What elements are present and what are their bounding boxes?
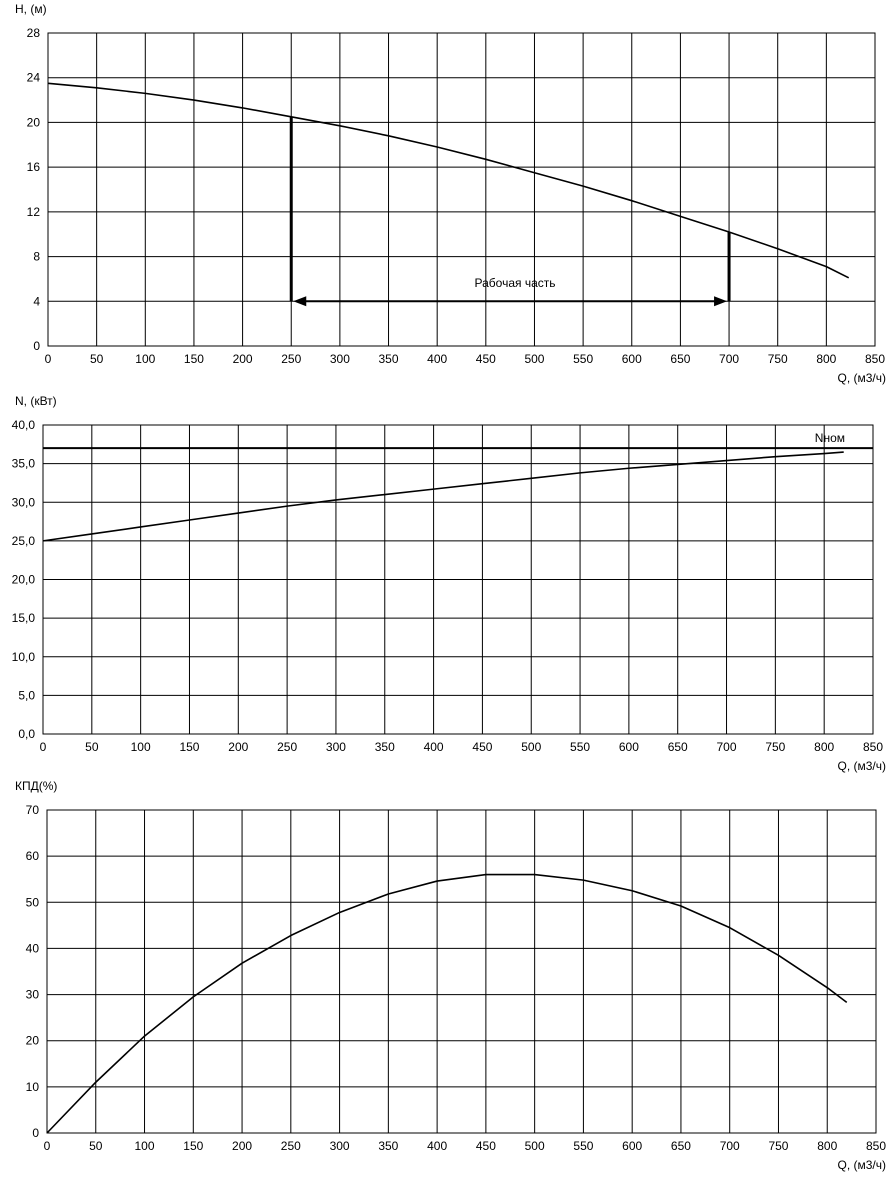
head-chart-range-arrow-head-right — [714, 296, 728, 307]
head-chart-xtick-label: 550 — [573, 352, 593, 366]
efficiency-chart-xtick-label: 400 — [427, 1139, 447, 1153]
head-chart-range-arrow-head-left — [293, 296, 307, 307]
head-chart-xtick-label: 450 — [476, 352, 496, 366]
efficiency-chart-xtick-label: 100 — [135, 1139, 155, 1153]
head-chart-xtick-label: 850 — [865, 352, 885, 366]
power-chart-xtick-label: 400 — [424, 740, 444, 754]
head-chart-ytick-label: 24 — [27, 71, 41, 85]
head-chart-xtick-label: 0 — [45, 352, 52, 366]
power-chart-plot-frame — [42, 424, 874, 735]
efficiency-chart-series-line — [46, 873, 848, 1134]
power-chart-series-line — [42, 451, 844, 542]
power-chart-xtick-label: 750 — [765, 740, 785, 754]
power-chart-xtick-label: 0 — [40, 740, 47, 754]
efficiency-chart-xtick-label: 50 — [89, 1139, 103, 1153]
efficiency-chart-xtick-label: 350 — [378, 1139, 398, 1153]
efficiency-chart-xtick-label: 600 — [622, 1139, 642, 1153]
head-chart-xtick-label: 50 — [90, 352, 104, 366]
efficiency-chart-x-axis-label: Q, (м3/ч) — [837, 1158, 886, 1172]
power-chart-xtick-label: 650 — [668, 740, 688, 754]
power-chart-ytick-label: 5,0 — [18, 688, 35, 702]
efficiency-chart-xtick-label: 0 — [44, 1139, 51, 1153]
efficiency-chart-xtick-label: 200 — [232, 1139, 252, 1153]
head-chart-ytick-label: 0 — [33, 339, 40, 353]
efficiency-chart-xtick-label: 800 — [817, 1139, 837, 1153]
efficiency-chart-xtick-label: 500 — [525, 1139, 545, 1153]
head-chart-xtick-label: 100 — [135, 352, 155, 366]
power-chart-xtick-label: 700 — [717, 740, 737, 754]
head-chart-ytick-label: 12 — [27, 205, 41, 219]
head-chart-ytick-label: 8 — [33, 250, 40, 264]
head-chart-ytick-label: 16 — [27, 160, 41, 174]
head-chart-ytick-label: 4 — [33, 294, 40, 308]
head-chart-xtick-label: 200 — [233, 352, 253, 366]
head-chart-xtick-label: 700 — [719, 352, 739, 366]
head-chart-working-range-label: Рабочая часть — [475, 276, 556, 290]
efficiency-chart-ytick-label: 60 — [26, 849, 40, 863]
head-chart-ytick-label: 20 — [27, 115, 41, 129]
power-chart-xtick-label: 450 — [472, 740, 492, 754]
efficiency-chart-xtick-label: 700 — [720, 1139, 740, 1153]
efficiency-chart-xtick-label: 650 — [671, 1139, 691, 1153]
efficiency-chart-xtick-label: 300 — [330, 1139, 350, 1153]
efficiency-chart-xtick-label: 850 — [866, 1139, 886, 1153]
power-chart-xtick-label: 350 — [375, 740, 395, 754]
head-chart-y-axis-label: H, (м) — [15, 2, 47, 16]
power-chart-xtick-label: 50 — [85, 740, 99, 754]
efficiency-chart-ytick-label: 50 — [26, 895, 40, 909]
power-chart-xtick-label: 550 — [570, 740, 590, 754]
power-chart-xtick-label: 100 — [131, 740, 151, 754]
efficiency-chart-xtick-label: 750 — [768, 1139, 788, 1153]
head-chart-series-line — [47, 82, 850, 279]
power-chart-ytick-label: 25,0 — [12, 534, 36, 548]
head-chart-plot-frame — [47, 32, 876, 347]
head-chart-xtick-label: 800 — [816, 352, 836, 366]
power-chart-xtick-label: 850 — [863, 740, 883, 754]
efficiency-chart-ytick-label: 40 — [26, 941, 40, 955]
efficiency-chart-xtick-label: 150 — [183, 1139, 203, 1153]
power-chart-y-axis-label: N, (кВт) — [15, 394, 57, 408]
efficiency-chart-ytick-label: 20 — [26, 1034, 40, 1048]
efficiency-chart-ytick-label: 10 — [26, 1080, 40, 1094]
head-chart-xtick-label: 750 — [768, 352, 788, 366]
power-chart-ytick-label: 40,0 — [12, 418, 36, 432]
head-chart-xtick-label: 600 — [622, 352, 642, 366]
power-chart-x-axis-label: Q, (м3/ч) — [837, 759, 886, 773]
efficiency-chart-xtick-label: 250 — [281, 1139, 301, 1153]
power-chart-xtick-label: 600 — [619, 740, 639, 754]
power-chart-xtick-label: 800 — [814, 740, 834, 754]
efficiency-chart-xtick-label: 550 — [573, 1139, 593, 1153]
head-chart-xtick-label: 150 — [184, 352, 204, 366]
power-chart-ytick-label: 10,0 — [12, 650, 36, 664]
power-chart-xtick-label: 200 — [228, 740, 248, 754]
head-chart-xtick-label: 350 — [379, 352, 399, 366]
head-chart-xtick-label: 300 — [330, 352, 350, 366]
head-chart-ytick-label: 28 — [27, 26, 41, 40]
head-chart-xtick-label: 650 — [670, 352, 690, 366]
efficiency-chart-plot-frame — [46, 809, 877, 1134]
power-chart-nominal-power-label: Nном — [815, 431, 845, 445]
power-chart-ytick-label: 0,0 — [18, 727, 35, 741]
power-chart-xtick-label: 500 — [521, 740, 541, 754]
head-chart-x-axis-label: Q, (м3/ч) — [837, 371, 886, 385]
head-chart-xtick-label: 500 — [524, 352, 544, 366]
power-chart-ytick-label: 20,0 — [12, 573, 36, 587]
efficiency-chart-ytick-label: 70 — [26, 803, 40, 817]
head-chart-xtick-label: 250 — [281, 352, 301, 366]
power-chart-ytick-label: 35,0 — [12, 457, 36, 471]
head-chart-xtick-label: 400 — [427, 352, 447, 366]
efficiency-chart-ytick-label: 0 — [32, 1126, 39, 1140]
efficiency-chart-ytick-label: 30 — [26, 988, 40, 1002]
efficiency-chart-y-axis-label: КПД(%) — [15, 779, 57, 793]
power-chart-ytick-label: 30,0 — [12, 495, 36, 509]
power-chart-ytick-label: 15,0 — [12, 611, 36, 625]
power-chart-xtick-label: 250 — [277, 740, 297, 754]
efficiency-chart-xtick-label: 450 — [476, 1139, 496, 1153]
power-chart-xtick-label: 150 — [179, 740, 199, 754]
power-chart-xtick-label: 300 — [326, 740, 346, 754]
